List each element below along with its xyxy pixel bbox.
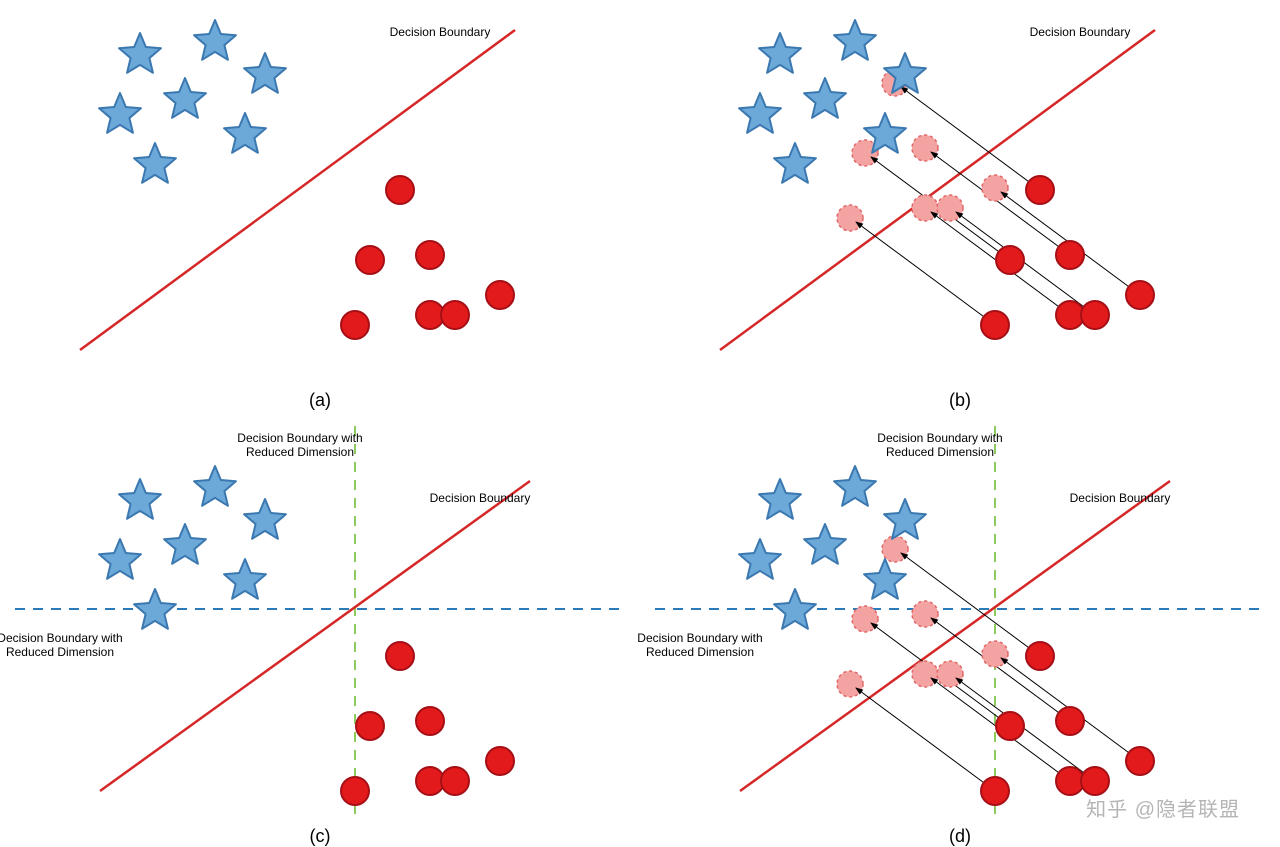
star-icon: [99, 93, 141, 133]
diagram-label: Decision Boundary: [430, 491, 531, 505]
data-point-circle: [386, 642, 414, 670]
diagram-label: Decision Boundary withReduced Dimension: [0, 631, 135, 660]
ghost-point-circle: [912, 135, 938, 161]
data-point-circle: [416, 301, 444, 329]
data-point-circle: [416, 767, 444, 795]
data-point-circle: [996, 246, 1024, 274]
star-icon: [759, 479, 801, 519]
diagram-label: Decision Boundary: [390, 25, 491, 39]
ghost-point-circle: [982, 175, 1008, 201]
ghost-point-circle: [912, 195, 938, 221]
diagram-label: Decision Boundary: [1030, 25, 1131, 39]
data-point-circle: [981, 777, 1009, 805]
diagram-label: Decision Boundary withReduced Dimension: [625, 631, 775, 660]
ghost-point-circle: [882, 536, 908, 562]
data-point-circle: [996, 712, 1024, 740]
ghost-point-circle: [837, 205, 863, 231]
data-point-circle: [416, 707, 444, 735]
panel-b: Decision Boundary (b): [640, 0, 1280, 421]
star-icon: [134, 589, 176, 629]
panel-caption: (b): [949, 390, 971, 411]
data-point-circle: [1056, 707, 1084, 735]
panel-d: Decision Boundary Decision Boundary withR…: [640, 421, 1280, 842]
watermark: 知乎 @隐者联盟: [1086, 793, 1240, 822]
star-icon: [134, 143, 176, 183]
panel-c: Decision Boundary Decision Boundary withR…: [0, 421, 640, 842]
data-point-circle: [1056, 241, 1084, 269]
figure-grid: Decision Boundary (a) Decision Boundary (b…: [0, 0, 1280, 842]
star-icon: [99, 539, 141, 579]
data-point-circle: [1081, 301, 1109, 329]
data-point-circle: [356, 246, 384, 274]
panel-caption: (d): [949, 826, 971, 847]
data-point-circle: [1026, 642, 1054, 670]
star-icon: [759, 33, 801, 73]
data-point-circle: [341, 777, 369, 805]
data-point-circle: [416, 241, 444, 269]
star-icon: [804, 78, 846, 118]
star-icon: [774, 589, 816, 629]
data-point-circle: [486, 281, 514, 309]
diagram-label: Decision Boundary: [1070, 491, 1171, 505]
data-point-circle: [1126, 281, 1154, 309]
star-icon: [739, 539, 781, 579]
perturbation-arrow: [856, 688, 995, 791]
star-icon: [804, 524, 846, 564]
data-point-circle: [1056, 301, 1084, 329]
ghost-point-circle: [912, 601, 938, 627]
star-icon: [194, 466, 236, 506]
star-icon: [224, 113, 266, 153]
panel-a: Decision Boundary (a): [0, 0, 640, 421]
star-icon: [224, 559, 266, 599]
ghost-point-circle: [937, 195, 963, 221]
panel-caption: (a): [309, 390, 331, 411]
star-icon: [119, 33, 161, 73]
perturbation-arrow: [856, 222, 995, 325]
star-icon: [194, 20, 236, 60]
ghost-point-circle: [937, 661, 963, 687]
panel-svg: [0, 0, 640, 421]
ghost-point-circle: [982, 641, 1008, 667]
data-point-circle: [441, 767, 469, 795]
star-icon: [164, 524, 206, 564]
ghost-point-circle: [852, 606, 878, 632]
star-icon: [119, 479, 161, 519]
panel-caption: (c): [310, 826, 331, 847]
panel-svg: [640, 0, 1280, 421]
data-point-circle: [386, 176, 414, 204]
data-point-circle: [486, 747, 514, 775]
data-point-circle: [1081, 767, 1109, 795]
star-icon: [884, 499, 926, 539]
ghost-point-circle: [912, 661, 938, 687]
data-point-circle: [356, 712, 384, 740]
data-point-circle: [1126, 747, 1154, 775]
star-icon: [834, 20, 876, 60]
star-icon: [739, 93, 781, 133]
star-icon: [774, 143, 816, 183]
data-point-circle: [341, 311, 369, 339]
star-icon: [834, 466, 876, 506]
star-icon: [864, 559, 906, 599]
ghost-point-circle: [837, 671, 863, 697]
data-point-circle: [1056, 767, 1084, 795]
data-point-circle: [1026, 176, 1054, 204]
diagram-label: Decision Boundary withReduced Dimension: [225, 431, 375, 460]
star-icon: [164, 78, 206, 118]
data-point-circle: [981, 311, 1009, 339]
star-icon: [244, 53, 286, 93]
decision-boundary-line: [100, 481, 530, 791]
diagram-label: Decision Boundary withReduced Dimension: [865, 431, 1015, 460]
star-icon: [244, 499, 286, 539]
data-point-circle: [441, 301, 469, 329]
